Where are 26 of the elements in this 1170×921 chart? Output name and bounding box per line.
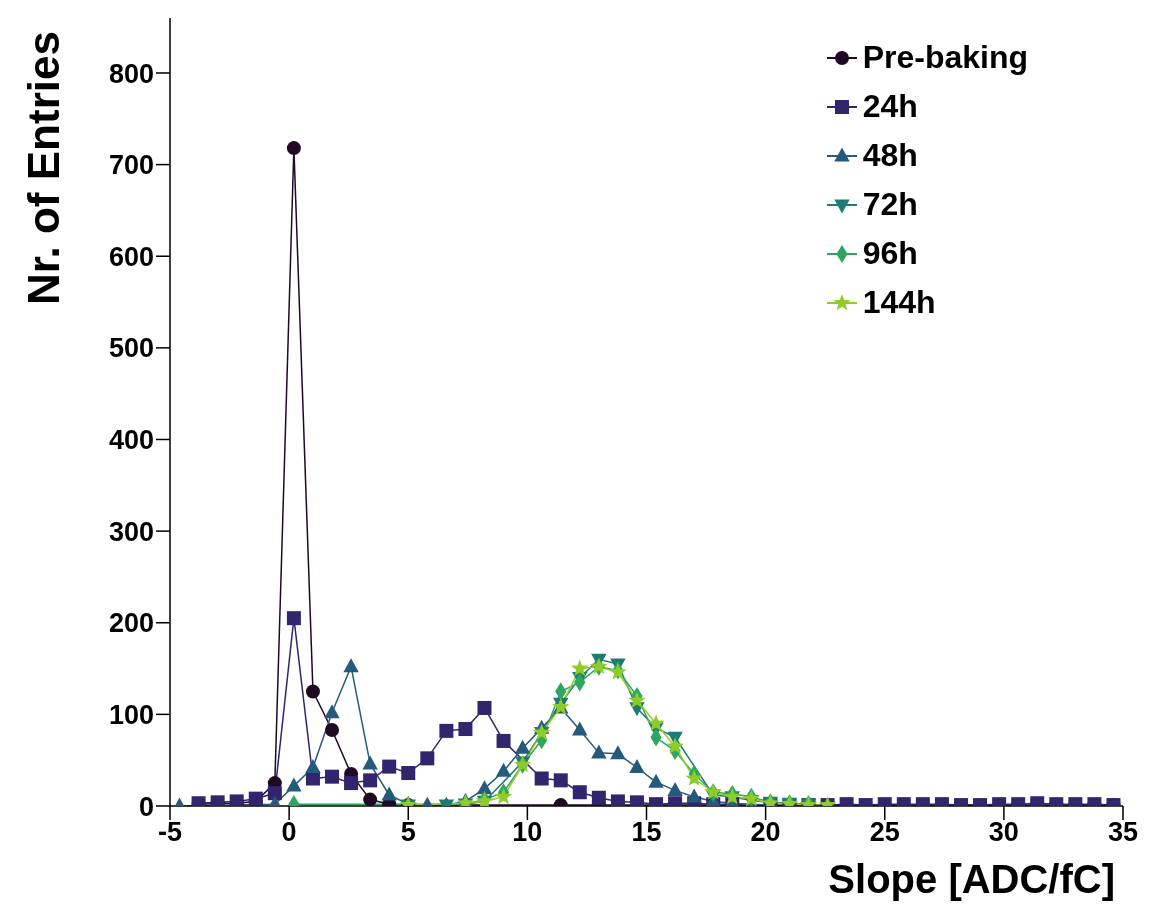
x-tick-label: -5 bbox=[157, 817, 183, 848]
y-tick-label: 700 bbox=[108, 150, 154, 181]
x-tick-label: 30 bbox=[988, 817, 1019, 848]
legend-label: 48h bbox=[862, 137, 918, 174]
y-tick-label: 100 bbox=[108, 699, 154, 730]
x-tick-label: 35 bbox=[1107, 817, 1139, 848]
y-tick-label: 500 bbox=[108, 333, 154, 364]
y-tick-label: 400 bbox=[108, 425, 154, 456]
x-tick-label: 15 bbox=[631, 817, 662, 848]
x-tick-label: 10 bbox=[512, 817, 543, 848]
legend-label: 72h bbox=[862, 186, 918, 223]
x-axis-title: Slope [ADC/fC] bbox=[828, 857, 1115, 901]
legend-label: Pre-baking bbox=[862, 39, 1028, 76]
legend-label: 144h bbox=[862, 284, 936, 321]
x-tick-label: 25 bbox=[869, 817, 900, 848]
legend-label: 96h bbox=[862, 235, 918, 272]
y-tick-label: 600 bbox=[108, 241, 154, 272]
y-tick-label: 200 bbox=[108, 608, 154, 639]
y-tick-label: 800 bbox=[108, 58, 154, 89]
y-axis-title: Nr. of Entries bbox=[19, 31, 69, 305]
x-tick-label: 5 bbox=[400, 817, 416, 848]
x-tick-label: 20 bbox=[750, 817, 781, 848]
y-tick-label: 0 bbox=[138, 791, 154, 822]
legend-label: 24h bbox=[862, 88, 918, 125]
y-tick-label: 300 bbox=[108, 516, 154, 547]
x-tick-label: 0 bbox=[281, 817, 297, 848]
